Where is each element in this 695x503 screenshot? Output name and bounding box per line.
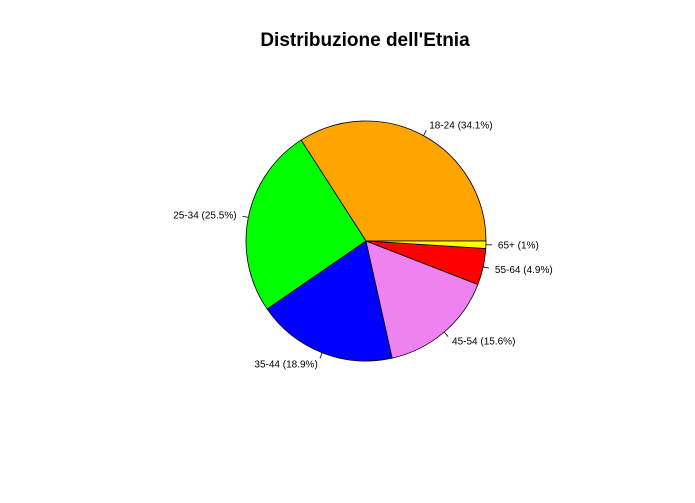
pie-slice-65	[365, 240, 487, 249]
slice-label: 18-24 (34.1%)	[429, 121, 492, 132]
slice-label: 65+ (1%)	[498, 241, 539, 252]
label-tick	[242, 215, 249, 218]
slice-label: 45-54 (15.6%)	[452, 337, 515, 348]
labels-group: 18-24 (34.1%) 25-34 (25.5%) 35-44 (18.9%) 4…	[173, 121, 553, 371]
label-tick	[483, 266, 490, 269]
slice-label: 55-64 (4.9%)	[495, 265, 553, 276]
slice-label: 25-34 (25.5%)	[173, 211, 236, 222]
chart-title: Distribuzione dell'Etnia	[260, 30, 470, 51]
pie-slice-45-54	[365, 240, 479, 359]
label-tick	[319, 352, 323, 359]
slice-label: 35-44 (18.9%)	[254, 359, 317, 370]
pie-slice-25-34	[245, 139, 367, 310]
label-tick	[443, 331, 449, 337]
label-tick	[423, 130, 427, 136]
pie-slice-18-24	[300, 120, 487, 242]
slices-group	[245, 120, 487, 362]
pie-slice-35-44	[266, 240, 393, 362]
